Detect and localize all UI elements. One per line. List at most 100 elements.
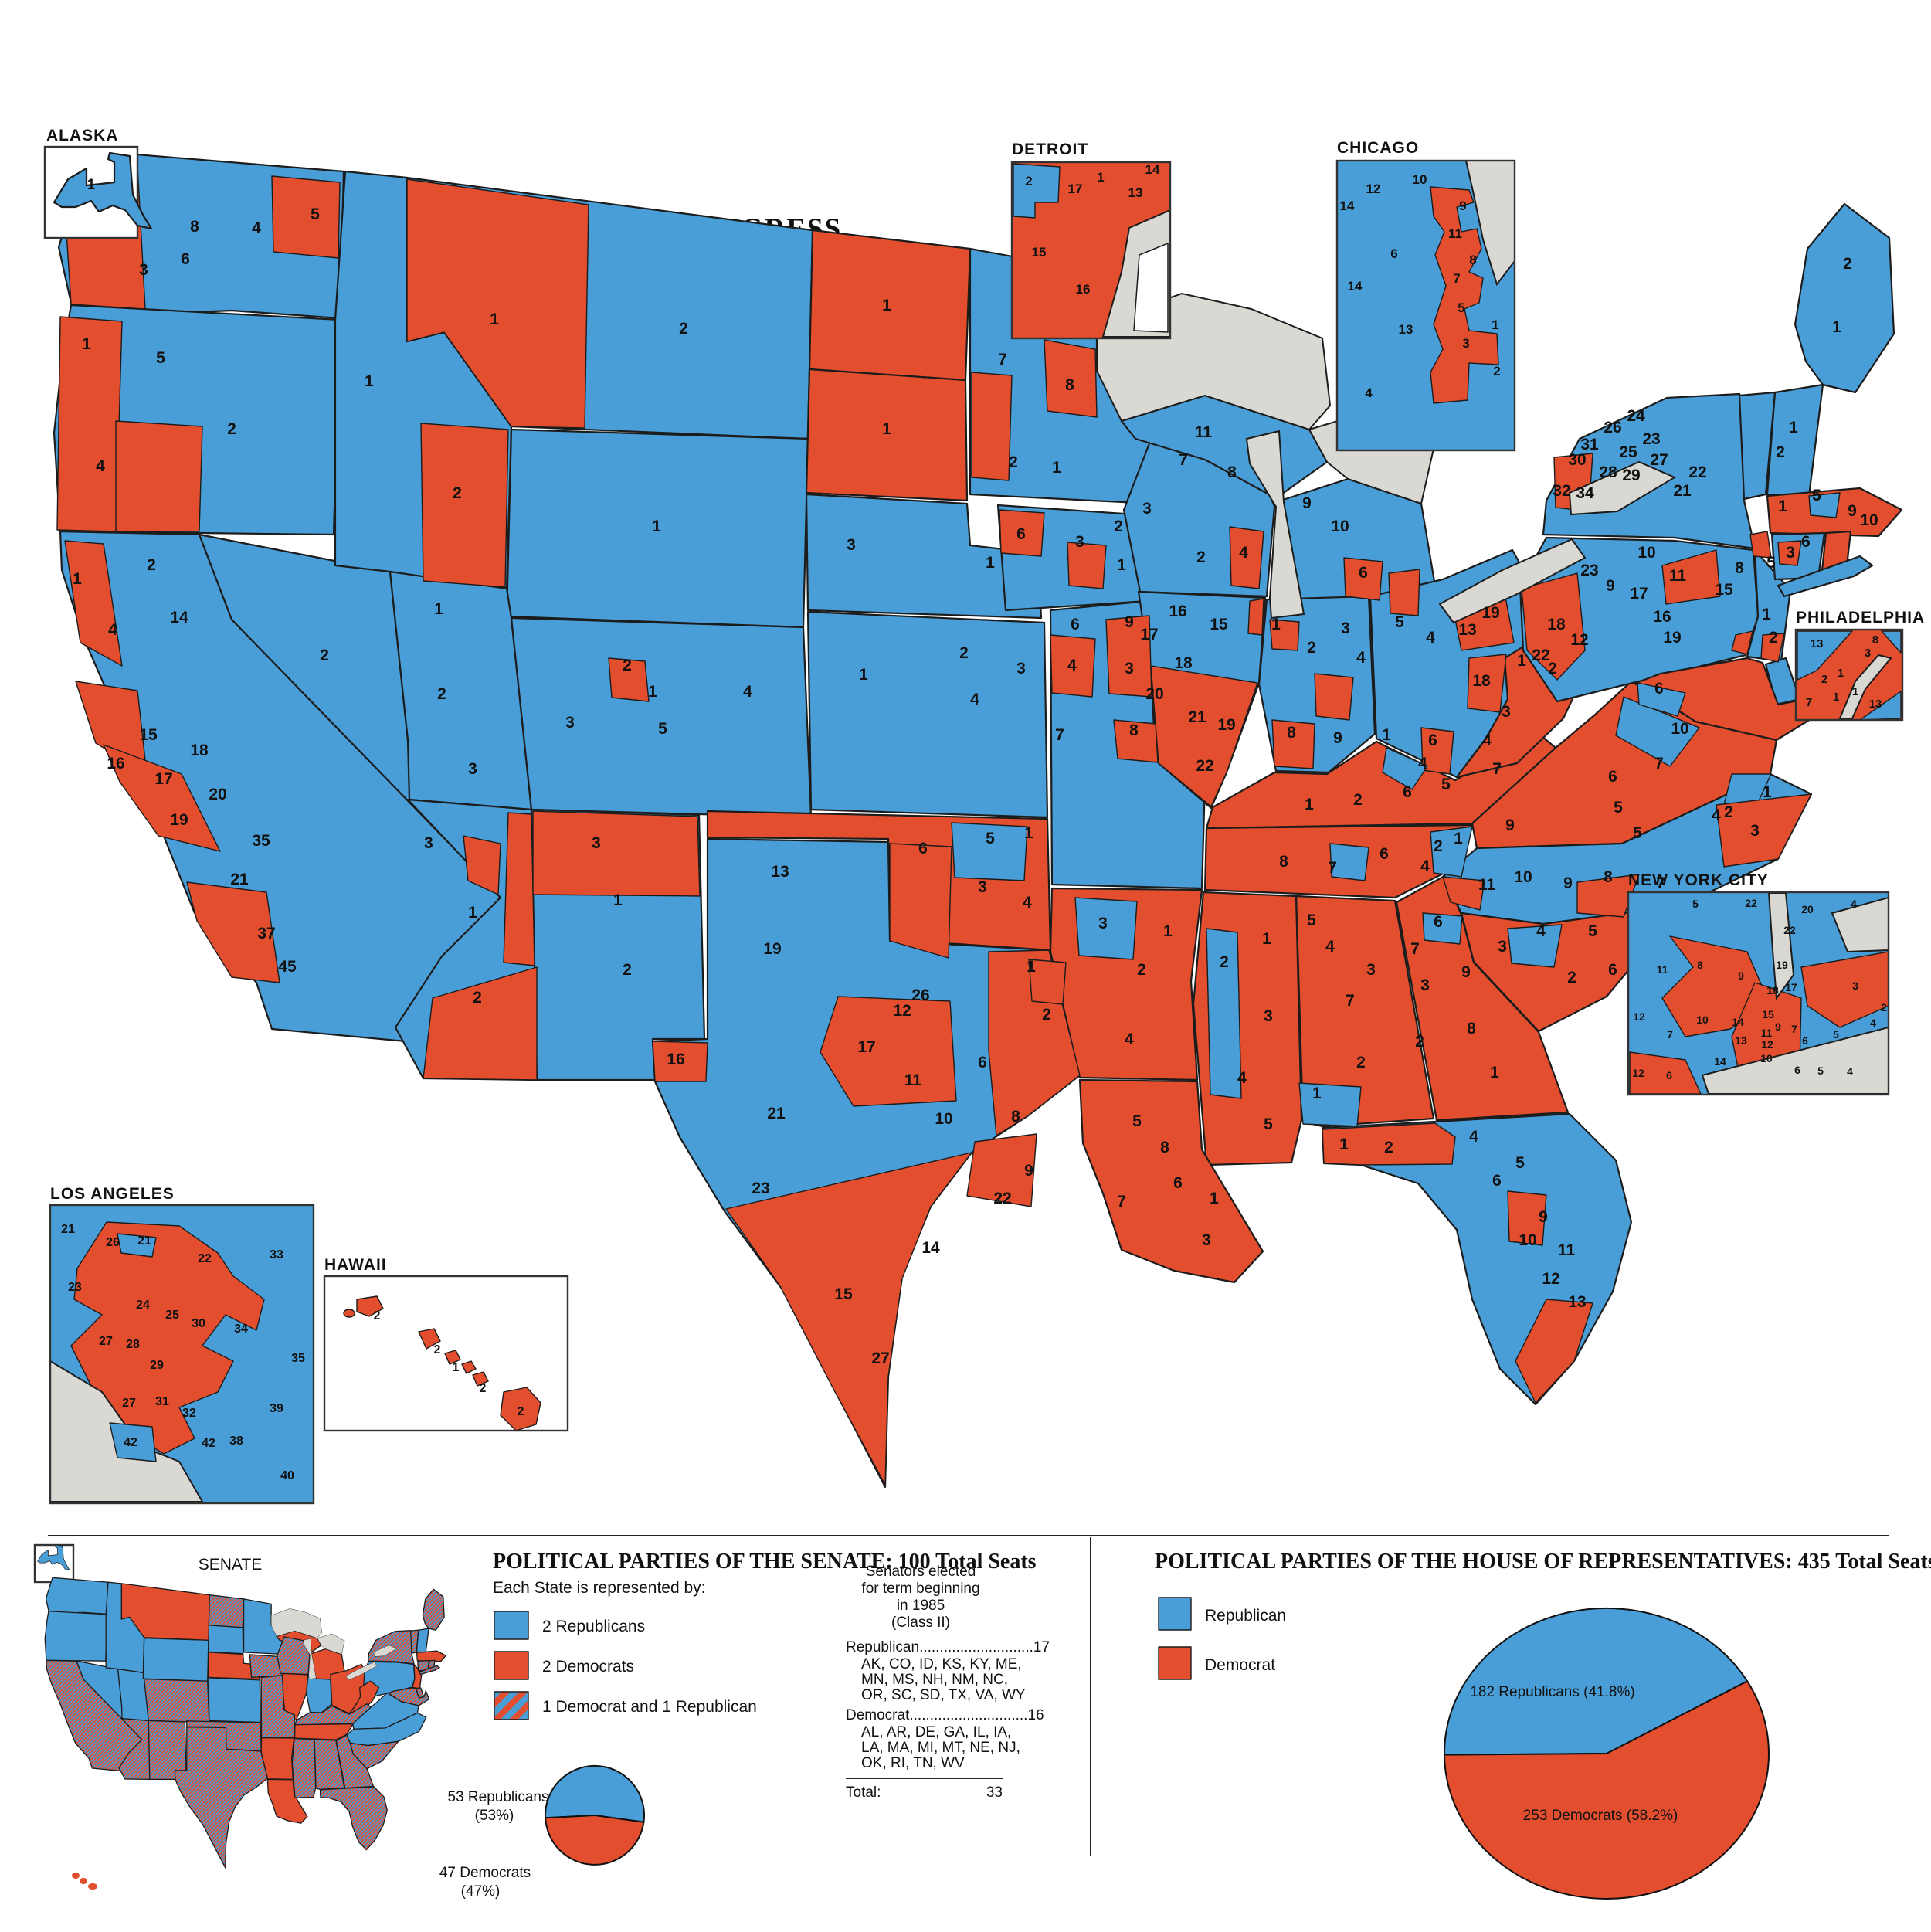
district-label: 4	[108, 621, 117, 639]
district-label: 12	[893, 1002, 911, 1020]
district-label: 10	[1760, 1052, 1773, 1064]
district-label: 39	[270, 1402, 283, 1415]
district-label: 22	[993, 1190, 1011, 1207]
district-label: 1	[986, 554, 995, 572]
district-label: 7	[1667, 1028, 1673, 1041]
district-label: 6	[1359, 564, 1368, 582]
district-label: 10	[1696, 1014, 1709, 1026]
main-map-district-patches	[56, 160, 1841, 1486]
district-label: 18	[1174, 654, 1193, 672]
district-label: 4	[1870, 1017, 1876, 1029]
district-label: 9	[1563, 874, 1573, 892]
senate-map-label: SENATE	[199, 1556, 262, 1574]
district-label: 21	[767, 1105, 786, 1122]
district-label: 1	[1492, 317, 1498, 332]
district-label: 1	[1052, 459, 1061, 477]
district-label: 21	[1673, 482, 1692, 500]
district-label: 6	[1794, 1064, 1800, 1076]
district-label: 2	[1769, 629, 1778, 647]
inset-alaska-title: ALASKA	[46, 127, 119, 144]
district-label: 4	[252, 219, 261, 237]
district-label: 1	[1454, 830, 1463, 847]
district-label: 6	[1428, 732, 1437, 749]
hawaii-islands	[343, 1295, 541, 1431]
district-label: 5	[1441, 776, 1451, 793]
district-label: 15	[1210, 616, 1228, 633]
district-label: 1	[859, 666, 868, 684]
district-label: 9	[1459, 199, 1466, 213]
district-label: 11	[904, 1071, 922, 1089]
district-label: 20	[1801, 903, 1814, 915]
house-legend-label-democrat: Democrat	[1205, 1656, 1275, 1674]
district-label: 6	[978, 1054, 987, 1071]
district-label: 14	[1145, 162, 1160, 177]
senate-state-MA	[416, 1650, 446, 1662]
district-label: 3	[1865, 647, 1871, 660]
inset-chicago-title: CHICAGO	[1337, 139, 1419, 157]
district-label: 2	[679, 320, 688, 338]
house-pie-democrat-slice	[1443, 1679, 1770, 1900]
district-label: 9	[1302, 494, 1312, 512]
district-label: 35	[291, 1352, 305, 1365]
district-label: 35	[252, 832, 270, 850]
senate-legend-swatch-republican	[494, 1611, 529, 1640]
district-label: 1	[1762, 606, 1771, 623]
district-label: 1	[1838, 667, 1844, 680]
district-label: 3	[1264, 1007, 1273, 1025]
district-label: 2	[518, 1405, 524, 1418]
district-label: 8	[1697, 959, 1703, 971]
district-label: 8	[1065, 376, 1074, 394]
class2-republican-line: Republican............................17	[846, 1639, 1050, 1655]
district-label: 1	[490, 311, 499, 328]
district-label: 5	[1692, 898, 1699, 910]
district-label: 2	[1843, 255, 1852, 273]
district-label: 34	[234, 1323, 248, 1336]
senate-pie	[545, 1764, 645, 1866]
district-label: 8	[1227, 463, 1237, 481]
district-label: 3	[1462, 336, 1469, 351]
district-label: 23	[1642, 430, 1660, 448]
district-label: 18	[1766, 984, 1779, 997]
senate-pie-republican-pct: (53%)	[475, 1808, 514, 1824]
district-label: 4	[1325, 938, 1335, 956]
district-label: 5	[1817, 1064, 1824, 1077]
district-label: 11	[1195, 423, 1213, 441]
district-label: 3	[592, 834, 601, 852]
class2-heading-2: for term beginning	[861, 1581, 979, 1597]
district-label: 1	[882, 297, 891, 314]
district-label: 5	[311, 205, 320, 223]
district-label: 1	[1271, 616, 1281, 633]
senate-state-SD	[207, 1625, 244, 1655]
district-label: 8	[1287, 724, 1296, 742]
district-label: 10	[1860, 511, 1878, 529]
district-label: 7	[1791, 1023, 1797, 1035]
district-label: 7	[1492, 760, 1502, 778]
district-label: 2	[473, 989, 482, 1007]
district-label: 1	[1117, 556, 1126, 574]
district-label: 1	[1517, 652, 1526, 670]
district-label: 2	[434, 1343, 441, 1356]
district-label: 26	[911, 986, 929, 1004]
district-label: 2	[1384, 1139, 1393, 1156]
district-label: 6	[181, 250, 190, 268]
district-label: 4	[743, 683, 752, 701]
district-label: 15	[1762, 1008, 1774, 1020]
district-label: 4	[1712, 806, 1721, 824]
senate-legend-swatch-split	[494, 1691, 529, 1720]
district-label: 4	[1847, 1065, 1853, 1078]
district-label: 4	[1356, 649, 1366, 667]
district-label: 5	[1766, 554, 1776, 572]
district-label: 6	[1434, 913, 1443, 931]
district-label: 5	[1395, 613, 1404, 631]
district-label: 6	[1492, 1172, 1502, 1190]
district-label: 2	[1025, 174, 1032, 188]
district-label: 11	[1669, 567, 1687, 585]
house-pie-republican-label: 182 Republicans (41.8%)	[1470, 1684, 1634, 1700]
district-label: 13	[1399, 322, 1413, 337]
district-label: 3	[1341, 620, 1350, 637]
district-label: 27	[122, 1397, 136, 1410]
district-label: 7	[1179, 451, 1188, 469]
district-label: 42	[202, 1437, 215, 1450]
